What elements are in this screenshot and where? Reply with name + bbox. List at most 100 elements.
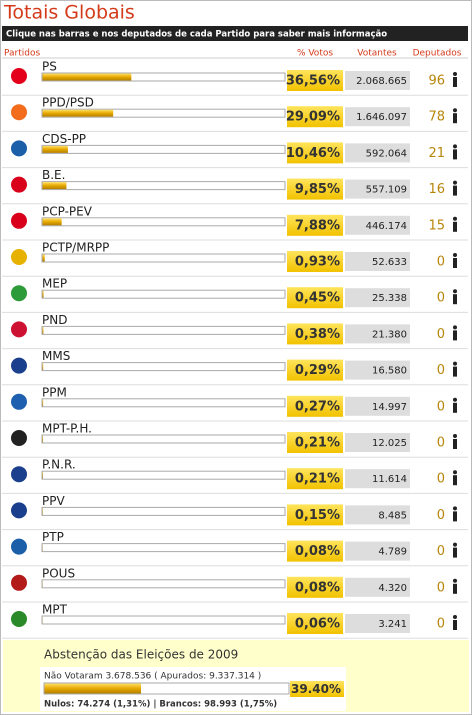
votes-box [345,505,410,525]
pct-label: 0,08% [295,544,340,559]
abstention-bar [44,683,142,694]
bar [42,399,44,407]
column-header: Votantes [357,49,397,59]
votes-box [345,469,410,489]
pct-box [287,70,343,91]
votes-box [345,252,410,271]
deputy-icon [453,506,457,511]
deputies: 0 [437,508,445,523]
pct-box [287,432,343,453]
votes-box [345,71,410,90]
bar-track [41,470,286,480]
votes-box [345,360,410,380]
bar-track [41,325,286,335]
deputies: 0 [437,436,445,451]
deputy-icon [453,289,457,294]
party-logo [11,430,27,446]
deputy-icon [453,615,457,619]
deputies: 0 [437,472,445,487]
votes: 557.109 [366,185,407,196]
deputies: 0 [437,617,445,632]
votes: 21.380 [372,329,407,340]
votes-box [345,614,410,633]
votes: 1.646.097 [356,112,407,123]
deputies: 21 [428,146,445,161]
party-name: POUS [42,566,75,580]
bar-track [43,682,290,695]
party-name: MPT [42,603,68,617]
pct-label: 0,93% [295,255,340,270]
bar-track [41,398,286,408]
rows: PS 36,56% 2.068.665 96 PPD/PSD 29,09% 1.646.09… [2,60,468,639]
votes: 592.064 [366,148,407,159]
deputy-icon [453,620,457,630]
deputy-icon [453,221,457,232]
deputy-icon [453,434,457,438]
pct-box [287,359,343,381]
bar [42,363,44,371]
deputies: 0 [437,327,445,342]
pct-box [287,142,343,164]
bar [42,109,114,117]
pct-label: 29,09% [286,110,340,125]
pct-label: 0,29% [295,363,340,378]
party-name: PPD/PSD [42,96,94,110]
party-name: MEP [42,277,67,291]
subtitle: Clique nas barras e nos deputados de cad… [6,30,387,40]
deputy-icon [453,583,457,594]
party-name: MPT-P.H. [42,422,92,436]
bar-track [41,543,286,553]
deputy-icon [453,511,457,522]
votes-box [345,107,410,127]
votes: 12.025 [372,438,407,449]
bar-track [41,615,286,625]
deputies: 78 [428,110,445,125]
bar-track [41,253,286,263]
bar [42,435,44,443]
votes: 446.174 [366,221,407,232]
bar-track [41,72,286,82]
deputy-icon [453,439,457,449]
pct-box [290,681,344,697]
pct-label: 10,46% [286,146,340,161]
pct-box [287,287,343,309]
party-name: PPM [42,385,67,399]
bar-track [41,108,286,118]
pct-label: 7,88% [295,218,340,233]
deputy-icon [453,475,457,486]
party-logo [11,357,27,374]
column-header: % Votos [297,49,333,59]
votes: 52.633 [372,257,407,268]
bar [42,290,44,298]
bar-track [41,579,286,589]
party-logo [11,140,27,157]
pct-label: 36,56% [286,74,340,89]
bar [42,218,62,226]
votes-box [345,143,410,163]
deputy-icon [453,180,457,185]
deputy-icon [453,258,457,268]
deputies: 0 [437,544,445,559]
party-name: PCP-PEV [42,204,93,218]
votes-box [345,577,410,597]
column-header: Partidos [4,49,40,59]
party-logo [11,68,27,84]
deputies: 96 [428,74,445,89]
votes: 4.789 [378,547,407,558]
deputy-icon [453,185,457,196]
pct-box [287,395,343,417]
party-logo [11,212,27,229]
deputy-icon [453,144,457,149]
bar-track [41,362,286,372]
votes: 11.614 [372,474,407,485]
votes-box [345,396,410,416]
party-name: P.N.R. [42,458,76,472]
party-logo [11,249,27,265]
party-name: B.E. [42,168,65,182]
deputy-icon [453,470,457,475]
deputy-icon [453,77,457,87]
pct-label: 0,38% [295,327,340,342]
party-name: PCTP/MRPP [42,241,109,255]
pct-box [287,613,343,634]
